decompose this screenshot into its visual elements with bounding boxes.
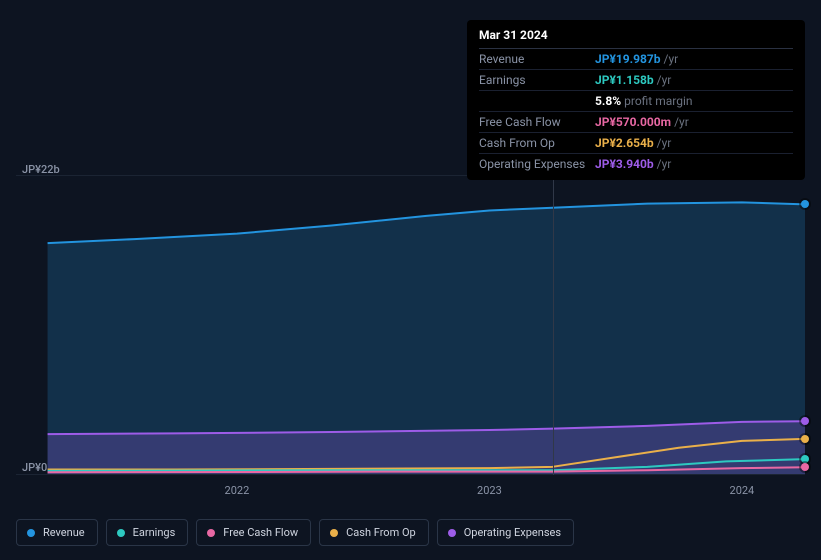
tooltip-row-label: Free Cash Flow: [479, 115, 595, 129]
series-end-marker: [801, 463, 809, 471]
series-end-marker: [801, 417, 809, 425]
chart-tooltip: Mar 31 2024 RevenueJP¥19.987b/yrEarnings…: [467, 20, 805, 180]
tooltip-row-value: 5.8%: [595, 94, 621, 108]
legend-dot-icon: [448, 529, 456, 537]
legend-dot-icon: [27, 529, 35, 537]
tooltip-row-suffix: /yr: [664, 52, 679, 66]
tooltip-row: 5.8%profit margin: [479, 91, 793, 112]
chart-plot-area: [16, 175, 805, 475]
tooltip-row-label: Operating Expenses: [479, 157, 595, 171]
tooltip-row-value: JP¥3.940b: [595, 157, 654, 171]
tooltip-row-label: Cash From Op: [479, 136, 595, 150]
legend-item-free-cash-flow[interactable]: Free Cash Flow: [196, 519, 311, 546]
legend-dot-icon: [117, 529, 125, 537]
tooltip-row-suffix: /yr: [657, 73, 672, 87]
legend-dot-icon: [330, 529, 338, 537]
tooltip-row-value: JP¥19.987b: [595, 52, 661, 66]
tooltip-row-label: Earnings: [479, 73, 595, 87]
legend-label: Revenue: [43, 526, 85, 539]
legend-item-cash-from-op[interactable]: Cash From Op: [319, 519, 429, 546]
tooltip-row: EarningsJP¥1.158b/yr: [479, 70, 793, 91]
tooltip-row: Free Cash FlowJP¥570.000m/yr: [479, 112, 793, 133]
tooltip-row-label: Revenue: [479, 52, 595, 66]
tooltip-row-suffix: /yr: [657, 157, 672, 171]
tooltip-row-suffix: profit margin: [624, 94, 692, 108]
x-axis-tick: 2023: [477, 484, 502, 497]
legend-dot-icon: [207, 529, 215, 537]
tooltip-row: Cash From OpJP¥2.654b/yr: [479, 133, 793, 154]
x-axis: 2022 2023 2024: [16, 484, 805, 504]
legend-label: Earnings: [133, 526, 176, 539]
tooltip-date: Mar 31 2024: [479, 28, 793, 49]
x-axis-tick: 2022: [225, 484, 250, 497]
tooltip-row-value: JP¥1.158b: [595, 73, 654, 87]
series-end-marker: [801, 200, 809, 208]
tooltip-row-suffix: /yr: [657, 136, 672, 150]
legend-label: Operating Expenses: [464, 526, 561, 539]
x-axis-tick: 2024: [730, 484, 755, 497]
tooltip-row-value: JP¥2.654b: [595, 136, 654, 150]
tooltip-row-value: JP¥570.000m: [595, 115, 671, 129]
legend-label: Free Cash Flow: [223, 526, 298, 539]
legend-item-earnings[interactable]: Earnings: [106, 519, 189, 546]
legend-label: Cash From Op: [346, 526, 416, 539]
tooltip-row: RevenueJP¥19.987b/yr: [479, 49, 793, 70]
series-end-marker: [801, 435, 809, 443]
legend-item-revenue[interactable]: Revenue: [16, 519, 98, 546]
legend-item-operating-expenses[interactable]: Operating Expenses: [437, 519, 574, 546]
chart-hover-line: [553, 175, 554, 475]
tooltip-row: Operating ExpensesJP¥3.940b/yr: [479, 154, 793, 174]
series-end-marker: [801, 455, 809, 463]
chart-legend: Revenue Earnings Free Cash Flow Cash From O…: [16, 519, 574, 546]
tooltip-row-suffix: /yr: [674, 115, 689, 129]
